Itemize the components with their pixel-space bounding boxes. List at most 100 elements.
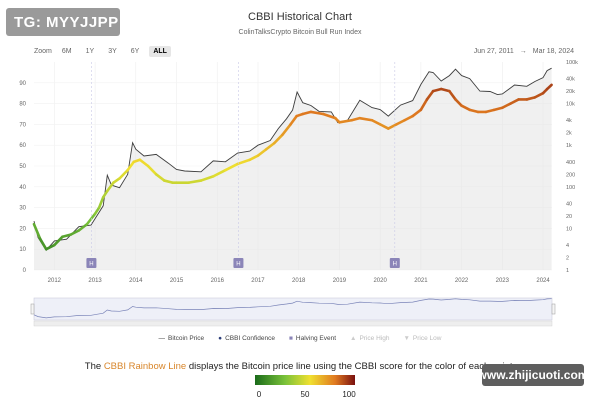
range-arrow-icon: → xyxy=(519,48,527,55)
x-axis: 2012 2013 2014 2015 2016 2017 2018 2019 2020 2021… xyxy=(48,278,551,284)
navigator[interactable] xyxy=(30,297,556,327)
cbbi-confidence-series xyxy=(32,83,553,251)
cbbi-segment xyxy=(53,235,64,247)
caption-post: displays the Bitcoin price line using th… xyxy=(186,361,516,372)
x-tick-label: 2017 xyxy=(251,278,265,284)
legend-label: Price High xyxy=(359,335,390,342)
cbbi-segment xyxy=(248,154,260,162)
cbbi-segment xyxy=(439,87,451,93)
cbbi-segment xyxy=(301,110,313,116)
legend-label: CBBI Confidence xyxy=(225,335,275,342)
legend-item-0[interactable]: — Bitcoin Price xyxy=(159,335,205,342)
cbbi-segment xyxy=(61,233,72,239)
x-tick-label: 2023 xyxy=(496,278,510,284)
cbbi-segment xyxy=(411,108,423,118)
cbbi-segment xyxy=(289,114,298,126)
legend-item-2[interactable]: ■ Halving Event xyxy=(289,335,336,342)
legend: — Bitcoin Price ● CBBI Confidence ■ Halving E… xyxy=(0,335,600,342)
cbbi-segment xyxy=(509,98,520,105)
legend-item-4[interactable]: ▼ Price Low xyxy=(403,335,441,342)
cbbi-segment xyxy=(338,118,353,124)
triangle-down-icon: ▼ xyxy=(403,335,410,342)
bitcoin-price-series xyxy=(33,67,552,251)
halving-label: H xyxy=(393,262,397,268)
y-right-tick-label: 100 xyxy=(566,185,575,191)
x-tick-label: 2021 xyxy=(414,278,428,284)
date-range: Jun 27, 2011 → Mar 18, 2024 xyxy=(474,48,574,55)
zoom-1y-button[interactable]: 1Y xyxy=(85,48,95,55)
cbbi-segment xyxy=(44,243,56,251)
zoom-all-button[interactable]: ALL xyxy=(149,46,171,57)
y-left-tick-label: 90 xyxy=(19,81,26,87)
navigator-handle-left xyxy=(30,303,35,315)
halving-label: H xyxy=(89,262,93,268)
caption-pre: The xyxy=(84,361,104,372)
cbbi-segment xyxy=(211,168,227,178)
square-icon: ■ xyxy=(288,335,293,342)
cbbi-segment xyxy=(321,112,337,120)
caption-accent: CBBI Rainbow Line xyxy=(103,361,187,372)
cbbi-segment xyxy=(501,102,512,110)
cbbi-segment xyxy=(378,123,390,130)
x-tick-label: 2020 xyxy=(373,278,387,284)
color-scale-bar xyxy=(255,375,355,385)
halving-box xyxy=(389,258,400,268)
zoom-3y-button[interactable]: 3Y xyxy=(108,48,117,55)
navigator-frame xyxy=(33,297,553,321)
cbbi-segment xyxy=(154,173,166,182)
chart-subtitle: ColinTalksCrypto Bitcoin Bull Run Index xyxy=(238,29,362,36)
range-from-input[interactable]: Jun 27, 2011 xyxy=(473,48,514,55)
legend-item-3[interactable]: ▲ Price High xyxy=(350,335,389,342)
x-tick-label: 2018 xyxy=(292,278,306,284)
range-to-input[interactable]: Mar 18, 2024 xyxy=(532,48,574,55)
y-left-tick-label: 40 xyxy=(19,185,26,191)
x-tick-label: 2015 xyxy=(170,278,184,284)
cbbi-segment xyxy=(403,114,415,122)
cbbi-segment xyxy=(138,158,150,168)
telegram-badge: TG: MYYJJPP xyxy=(6,8,120,36)
cbbi-segment xyxy=(484,108,496,114)
x-tick-label: 2012 xyxy=(48,278,62,284)
caption: The CBBI Rainbow Line displays the Bitco… xyxy=(0,361,600,372)
navigator-scrollbar xyxy=(33,320,553,327)
scale-label-100: 100 xyxy=(342,390,356,399)
cbbi-segment xyxy=(386,123,398,130)
y-right-tick-label: 1 xyxy=(566,268,569,274)
zoom-6y-button[interactable]: 6Y xyxy=(130,48,140,55)
y-left-axis: 0 10 20 30 40 50 60 70 80 90 xyxy=(19,81,26,274)
cbbi-segment xyxy=(525,96,537,101)
cbbi-segment xyxy=(545,83,553,91)
y-right-tick-label: 40k xyxy=(566,77,575,83)
triangle-up-icon: ▲ xyxy=(350,335,357,342)
y-left-tick-label: 50 xyxy=(19,164,26,170)
y-right-tick-label: 40 xyxy=(566,201,572,207)
halving-label: H xyxy=(236,262,240,268)
dot-icon: ● xyxy=(218,335,223,342)
line-icon: — xyxy=(158,335,166,342)
cbbi-segment xyxy=(106,181,115,193)
legend-label: Halving Event xyxy=(295,335,337,342)
y-right-tick-label: 1k xyxy=(566,143,572,149)
y-right-tick-label: 10k xyxy=(566,102,575,108)
zoom-6m-button[interactable]: 6M xyxy=(61,48,72,55)
y-right-tick-label: 100k xyxy=(566,60,578,66)
y-left-tick-label: 70 xyxy=(19,122,26,128)
cbbi-segment xyxy=(370,118,382,126)
cbbi-segment xyxy=(199,175,215,182)
x-tick-label: 2019 xyxy=(333,278,347,284)
y-left-tick-label: 20 xyxy=(19,226,26,232)
cbbi-segment xyxy=(395,118,406,126)
cbbi-segment xyxy=(187,179,203,184)
y-right-tick-label: 2 xyxy=(566,255,569,261)
cbbi-segment xyxy=(224,162,239,172)
price-area xyxy=(34,68,552,270)
cbbi-segment xyxy=(281,123,292,137)
cbbi-segment xyxy=(460,104,472,112)
cbbi-segment xyxy=(425,89,435,101)
y-left-tick-label: 30 xyxy=(19,206,26,212)
y-left-tick-label: 80 xyxy=(19,102,26,108)
y-right-tick-label: 20k xyxy=(566,89,575,95)
legend-item-1[interactable]: ● CBBI Confidence xyxy=(218,335,275,342)
chart-title: CBBI Historical Chart xyxy=(248,11,352,23)
